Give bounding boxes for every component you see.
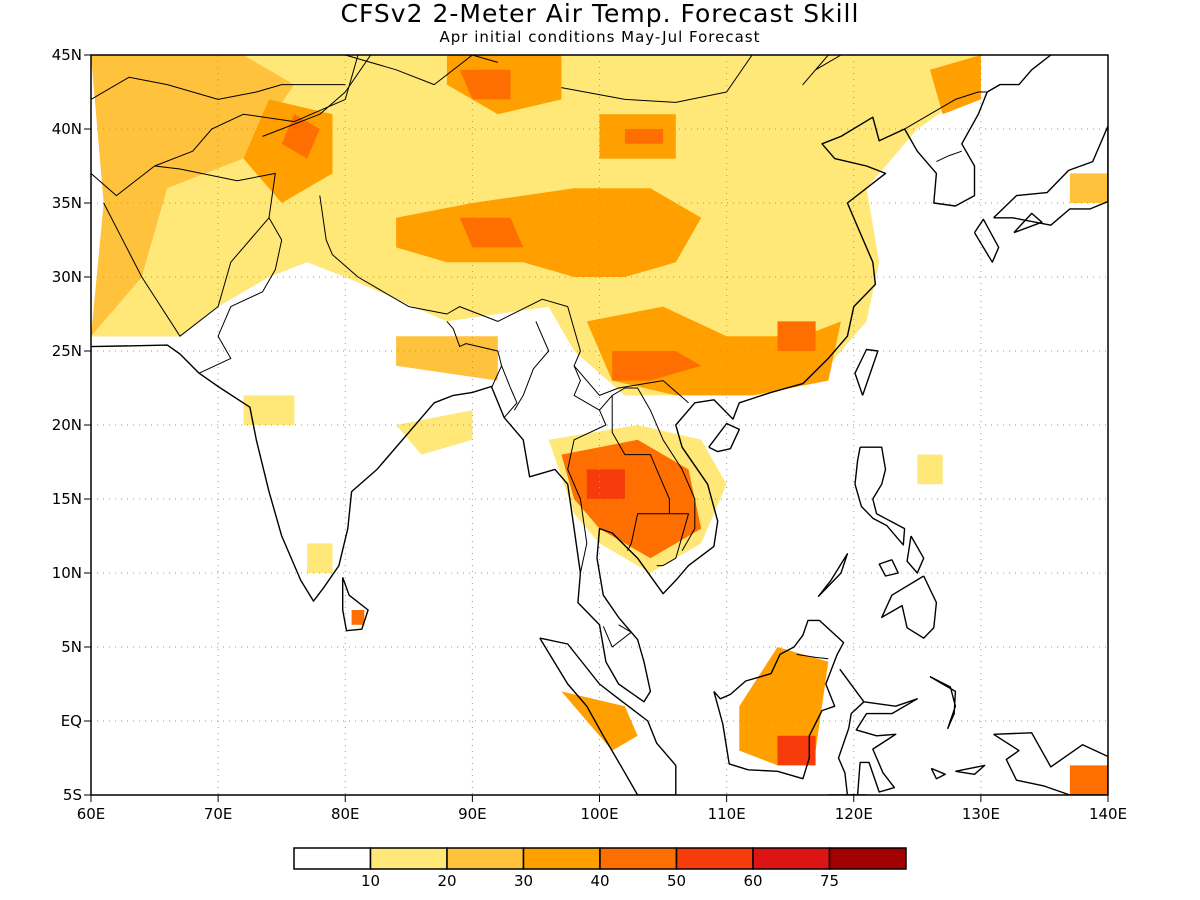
- border-19: [796, 653, 829, 660]
- skill-region-6: [459, 217, 524, 248]
- colorbar-swatch: [522, 847, 601, 870]
- colorbar-swatch: [293, 847, 372, 870]
- skill-region-14: [930, 55, 981, 115]
- skill-region-12: [612, 351, 702, 381]
- lat-label: 5N: [61, 638, 82, 656]
- lat-label: 30N: [52, 268, 82, 286]
- colorbar: 10 20 30 40 50 60 75: [293, 847, 907, 890]
- coastline-1: [91, 55, 1052, 703]
- skill-shading-layer: [91, 55, 1108, 795]
- coastline-13: [973, 218, 1000, 263]
- coastline-17: [929, 675, 957, 730]
- lat-label: 35N: [52, 194, 82, 212]
- skill-region-28: [917, 454, 943, 485]
- map-title: CFSv2 2-Meter Air Temp. Forecast Skill: [340, 0, 860, 28]
- coastline-9: [881, 575, 938, 639]
- border-5: [319, 195, 689, 404]
- border-15: [561, 55, 842, 103]
- coastline-2: [342, 577, 369, 632]
- border-12: [611, 387, 696, 552]
- border-18: [602, 624, 632, 648]
- border-4: [198, 217, 283, 374]
- skill-region-22: [243, 395, 295, 425]
- longitude-axis: 60E 70E 80E 90E 100E 110E 120E 130E 140E: [77, 795, 1127, 823]
- border-9: [567, 365, 607, 574]
- coastline-10: [817, 553, 849, 598]
- border-1: [103, 165, 276, 337]
- lon-label: 110E: [708, 805, 746, 823]
- border-3: [91, 76, 346, 100]
- lat-label: 5S: [63, 786, 82, 804]
- skill-region-20: [777, 735, 816, 766]
- colorbar-label: 20: [437, 872, 456, 890]
- coastline-15: [1013, 212, 1043, 234]
- coastline-16: [993, 732, 1108, 795]
- skill-region-10: [624, 129, 664, 144]
- country-border-layer: [91, 55, 988, 660]
- border-11: [656, 513, 689, 567]
- colorbar-label: 40: [590, 872, 609, 890]
- colorbar-swatch: [369, 847, 448, 870]
- lon-label: 90E: [458, 805, 487, 823]
- latitude-axis: 45N 40N 35N 30N 25N 20N 15N 10N 5N EQ 5S: [52, 46, 91, 804]
- border-10: [599, 394, 670, 552]
- coastline-3: [539, 637, 677, 795]
- colorbar-swatch: [828, 847, 907, 870]
- coastline-4: [713, 619, 845, 780]
- lat-label: 10N: [52, 564, 82, 582]
- coastline-layer: [91, 55, 1108, 795]
- coastline-11: [708, 422, 740, 453]
- colorbar-label: 60: [743, 872, 762, 890]
- lat-label: 45N: [52, 46, 82, 64]
- lon-label: 130E: [962, 805, 1000, 823]
- coastline-12: [854, 348, 879, 396]
- coastline-14: [993, 125, 1108, 226]
- border-8: [513, 321, 550, 411]
- lat-label: EQ: [61, 712, 82, 730]
- lat-label: 40N: [52, 120, 82, 138]
- border-13: [262, 55, 372, 137]
- lat-label: 15N: [52, 490, 82, 508]
- lon-label: 120E: [835, 805, 873, 823]
- lon-label: 140E: [1089, 805, 1127, 823]
- colorbar-label: 30: [514, 872, 533, 890]
- coastline-7: [878, 559, 899, 577]
- lon-label: 70E: [204, 805, 233, 823]
- lat-label: 25N: [52, 342, 82, 360]
- skill-region-15: [396, 336, 498, 381]
- colorbar-swatch: [752, 847, 831, 870]
- lat-label: 20N: [52, 416, 82, 434]
- colorbar-swatch: [675, 847, 754, 870]
- coastline-8: [906, 535, 925, 574]
- coastline-19: [955, 764, 986, 775]
- skill-region-27: [1069, 173, 1108, 203]
- lon-label: 80E: [331, 805, 360, 823]
- border-14: [345, 55, 498, 86]
- skill-region-5: [396, 188, 702, 277]
- skill-region-13: [777, 321, 816, 351]
- colorbar-label: 75: [820, 872, 839, 890]
- colorbar-label: 50: [667, 872, 686, 890]
- coastline-18: [930, 767, 946, 780]
- skill-region-25: [307, 543, 333, 573]
- colorbar-label: 10: [361, 872, 380, 890]
- border-17: [936, 150, 962, 163]
- lon-label: 100E: [580, 805, 618, 823]
- skill-region-24: [351, 610, 365, 625]
- skill-region-23: [396, 410, 473, 455]
- coastline-6: [854, 446, 906, 546]
- colorbar-swatch: [446, 847, 525, 870]
- coastline-5: [837, 668, 918, 795]
- skill-region-18: [586, 469, 625, 499]
- skill-region-26: [1069, 765, 1108, 795]
- border-16: [904, 91, 988, 130]
- map-subtitle: Apr initial conditions May-Jul Forecast: [439, 28, 761, 46]
- lon-label: 60E: [77, 805, 106, 823]
- skill-region-1: [91, 55, 295, 337]
- border-7: [501, 365, 518, 418]
- colorbar-swatch: [599, 847, 678, 870]
